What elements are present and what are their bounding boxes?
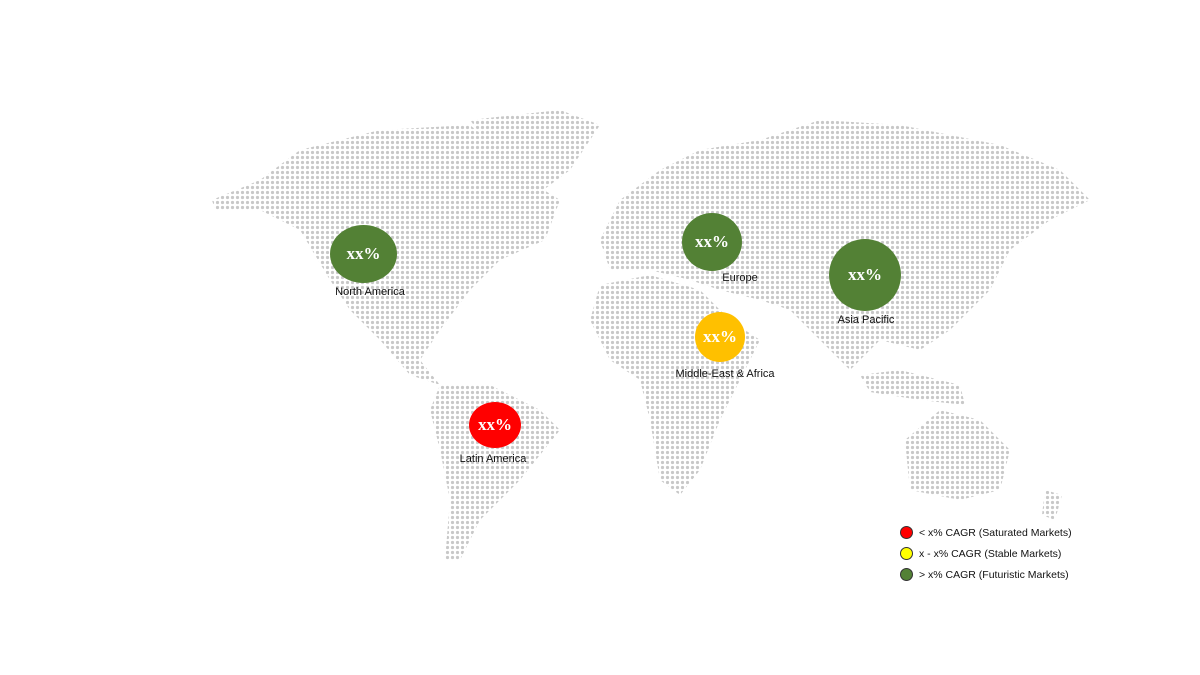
legend-item-saturated: < x% CAGR (Saturated Markets) (900, 522, 1072, 543)
bubble-asia-pacific: xx% (829, 239, 901, 311)
legend: < x% CAGR (Saturated Markets) x - x% CAG… (900, 522, 1072, 585)
continent-indonesia (860, 370, 965, 405)
label-asia-pacific: Asia Pacific (837, 314, 895, 326)
bubble-latin-america: xx% (469, 402, 521, 448)
label-north-america: North America (335, 286, 405, 298)
continent-australia (905, 410, 1010, 500)
legend-red-dot-icon (900, 526, 913, 539)
label-latin-america: Latin America (459, 453, 527, 465)
continent-africa (590, 275, 760, 495)
continent-south-america (430, 385, 560, 560)
legend-item-futuristic: > x% CAGR (Futuristic Markets) (900, 564, 1072, 585)
legend-item-stable: x - x% CAGR (Stable Markets) (900, 543, 1072, 564)
bubble-europe: xx% (682, 213, 742, 271)
continent-greenland (470, 110, 600, 200)
bubble-middle-east-africa: xx% (695, 312, 745, 362)
legend-yellow-dot-icon (900, 547, 913, 560)
continent-new-zealand (1042, 490, 1062, 520)
legend-green-dot-icon (900, 568, 913, 581)
label-middle-east-africa: Middle-East & Africa (675, 368, 775, 380)
label-europe: Europe (722, 272, 758, 284)
bubble-north-america: xx% (330, 225, 397, 283)
